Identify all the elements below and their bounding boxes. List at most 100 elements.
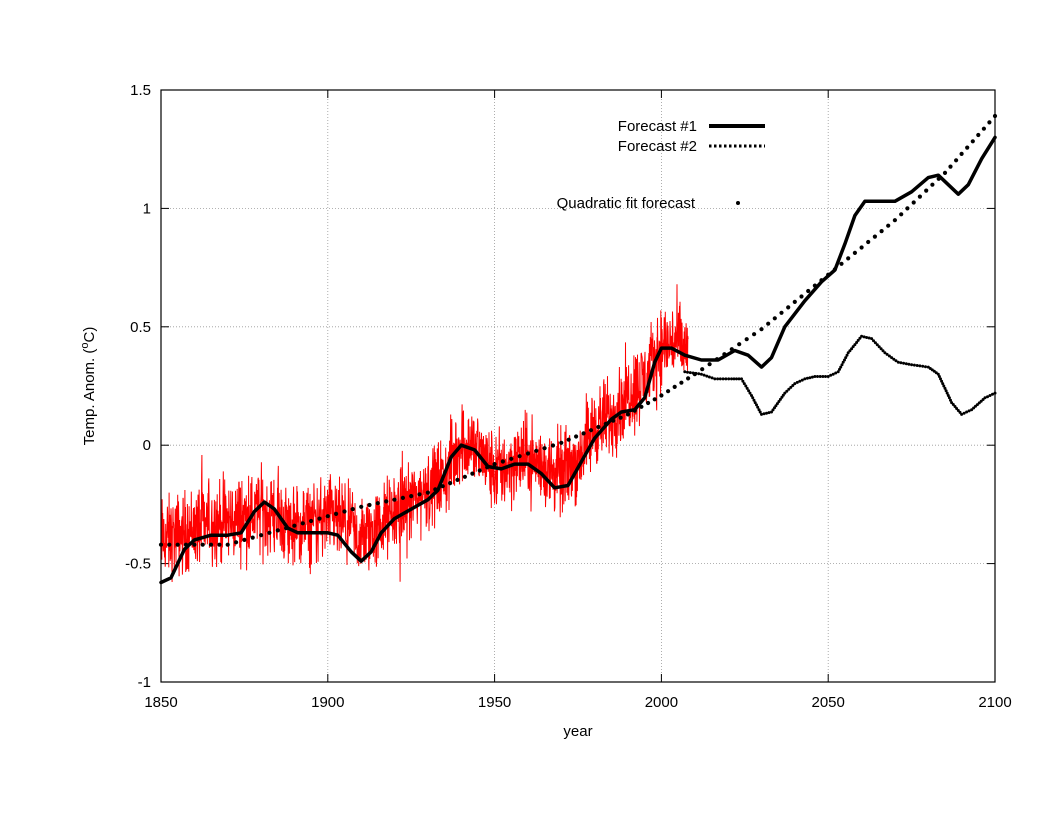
quadratic-fit-point <box>375 501 380 506</box>
forecast-2-point <box>757 408 761 412</box>
quadratic-fit-point <box>417 492 422 497</box>
quadratic-fit-point <box>359 504 364 509</box>
forecast-2-point <box>887 354 891 358</box>
forecast-2-point <box>902 361 906 365</box>
legend: Forecast #1 Forecast #2 Quadratic fit fo… <box>557 118 765 212</box>
forecast-2-point <box>844 356 848 360</box>
quadratic-fit-point <box>672 384 677 389</box>
quadratic-fit-point <box>234 540 239 545</box>
quadratic-fit-point <box>976 132 981 138</box>
quadratic-fit-point <box>470 471 475 476</box>
quadratic-fit-point <box>970 139 975 144</box>
forecast-2-point <box>939 377 942 381</box>
forecast-2-point <box>836 370 840 374</box>
quadratic-fit-point <box>574 434 579 439</box>
quadratic-fit-point <box>334 511 339 516</box>
quadratic-fit-point <box>425 490 430 495</box>
x-tick-label: 1900 <box>311 694 344 711</box>
legend-item-forecast-1: Forecast #1 <box>618 118 765 135</box>
quadratic-fit-point <box>866 239 871 245</box>
forecast-2-point <box>821 375 825 378</box>
forecast-2-point <box>892 357 896 361</box>
y-axis-label: Temp. Anom. (oC) <box>79 327 98 446</box>
forecast-2-point <box>940 379 944 383</box>
x-tick-label: 1950 <box>478 694 511 711</box>
quadratic-fit-point <box>917 194 923 199</box>
observed-temperature-series <box>160 284 689 583</box>
quadratic-fit-point <box>839 261 844 266</box>
forecast-2-point <box>791 384 795 387</box>
forecast-2-point <box>737 377 741 381</box>
forecast-2-point <box>727 377 731 381</box>
quadratic-fit-point <box>462 474 467 479</box>
forecast-2-point <box>686 370 689 374</box>
forecast-2-point <box>702 373 706 377</box>
quadratic-fit-point <box>987 120 992 125</box>
forecast-2-point <box>760 412 763 416</box>
quadratic-fit-point <box>392 497 397 502</box>
quadratic-fit-point <box>981 126 987 131</box>
forecast-2-point <box>915 364 919 367</box>
x-axis-ticks: 1850 1900 1950 2000 2050 2100 <box>144 90 1012 711</box>
forecast-2-point <box>713 377 717 381</box>
quadratic-fit-point <box>879 229 884 234</box>
forecast-2-point <box>785 389 789 393</box>
forecast-2-point <box>947 396 951 400</box>
quadratic-fit-point <box>225 542 230 547</box>
quadratic-fit-point <box>859 245 864 250</box>
quadratic-fit-point <box>752 332 757 337</box>
y-tick-label: 1 <box>143 200 151 217</box>
quadratic-fit-point <box>596 424 601 430</box>
quadratic-fit-point <box>786 305 791 310</box>
forecast-2-point <box>770 410 773 414</box>
quadratic-fit-point <box>292 523 297 528</box>
quadratic-fit-point <box>581 431 586 436</box>
x-tick-label: 2100 <box>978 694 1011 711</box>
forecast-2-point <box>867 336 871 340</box>
quadratic-fit-point <box>948 164 953 169</box>
y-axis-ticks: -1 -0.5 0 0.5 1 1.5 <box>125 82 995 691</box>
forecast-2-point <box>944 389 948 393</box>
quadratic-fit-point <box>525 451 531 456</box>
forecast-2-point <box>843 358 846 362</box>
forecast-2-point <box>767 411 771 415</box>
forecast-2-point <box>732 377 736 381</box>
forecast-2-point <box>991 392 994 396</box>
forecast-2-point <box>787 387 791 391</box>
quadratic-fit-point <box>500 459 505 464</box>
forecast-2-point <box>912 363 916 367</box>
forecast-2-point <box>730 377 733 381</box>
quadratic-fit-point <box>400 495 405 500</box>
quadratic-fit-point <box>455 477 460 482</box>
forecast-2-point <box>762 412 766 416</box>
forecast-2-point <box>818 375 822 378</box>
quadratic-fit-point <box>509 456 514 461</box>
forecast-2-point <box>824 375 827 378</box>
quadratic-fit-point <box>954 158 959 163</box>
quadratic-fit-point <box>167 542 172 547</box>
quadratic-fit-point <box>559 440 564 445</box>
y-tick-label: -1 <box>138 674 151 691</box>
forecast-2-point <box>745 386 749 390</box>
forecast-2-point <box>910 363 914 367</box>
forecast-2-point <box>783 391 787 395</box>
forecast-2-point <box>699 372 703 376</box>
quadratic-fit-point <box>217 542 222 547</box>
legend-label-forecast-1: Forecast #1 <box>618 118 697 135</box>
forecast-2-point <box>774 404 778 408</box>
forecast-2-point <box>781 393 785 397</box>
forecast-1-series <box>159 135 997 585</box>
forecast-2-point <box>834 371 838 375</box>
forecast-2-point <box>858 336 862 340</box>
forecast-2-point <box>856 338 860 342</box>
quadratic-fit-point <box>959 151 964 156</box>
forecast-2-point <box>683 370 687 374</box>
forecast-2-point <box>937 375 941 378</box>
quadratic-fit-point <box>779 310 784 315</box>
quadratic-fit-point <box>267 530 272 535</box>
forecast-2-point <box>958 410 962 414</box>
forecast-2-point <box>750 394 753 397</box>
forecast-2-point <box>771 408 775 412</box>
forecast-2-point <box>724 377 728 381</box>
quadratic-fit-point <box>250 535 255 540</box>
